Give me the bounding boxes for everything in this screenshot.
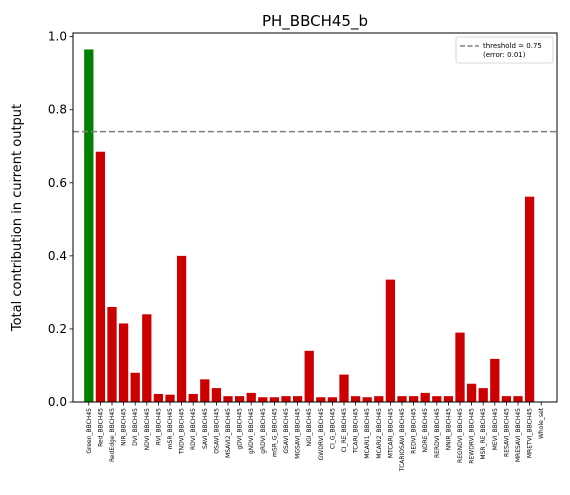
- x-tick-label: TCARI_BBCH45: [353, 408, 360, 454]
- bar-gRDVI_BBCH45: [258, 397, 268, 402]
- bar-MRESAVI_BBCH45: [513, 396, 523, 402]
- bar-MSR_RE_BBCH45: [478, 388, 488, 402]
- x-tick-label: NNIR_BBCH45: [445, 408, 452, 451]
- bar-mSR_G_BBCH45: [269, 397, 280, 402]
- x-tick-label: MCARI2_BBCH45: [376, 408, 383, 459]
- bar-Green_BBCH45: [84, 49, 94, 402]
- x-tick-label: MSAVI2_BBCH45: [225, 408, 232, 458]
- x-tick-label: CI_RE_BBCH45: [341, 408, 348, 453]
- x-tick-label: NIR_BBCH45: [121, 408, 128, 446]
- x-tick-label: MRESAVI_BBCH45: [515, 408, 522, 462]
- x-tick-label: NDRE_BBCH45: [422, 408, 429, 453]
- x-tick-label: RVI_BBCH45: [155, 408, 162, 445]
- x-tick-label: gRDVI_BBCH45: [260, 408, 267, 454]
- bar-RVI_BBCH45: [153, 393, 164, 402]
- bar-NDVI_BBCH45: [142, 314, 152, 402]
- bar-RedEdge_BBCH45: [107, 307, 117, 402]
- bar-gNDVI_BBCH45: [246, 392, 256, 402]
- bar-RDVI_BBCH45: [188, 393, 198, 402]
- x-tick-label: REDVI_BBCH45: [411, 408, 418, 454]
- bar-SAVI_BBCH45: [200, 379, 210, 402]
- x-tick-label: Green_BBCH45: [86, 408, 93, 454]
- x-tick-label: GSAVI_BBCH45: [283, 408, 290, 454]
- x-tick-label: MTCARI_BBCH45: [387, 408, 394, 458]
- bar-GWDRVI_BBCH45: [316, 397, 326, 402]
- x-tick-label: mSR_BBCH45: [167, 408, 174, 449]
- bar-CI_RE_BBCH45: [339, 374, 349, 402]
- x-tick-label: TCARIOSAVI_BBCH45: [399, 408, 406, 472]
- bar-NIR_BBCH45: [118, 323, 129, 402]
- bar-TNDVI_BBCH45: [176, 255, 187, 402]
- x-tick-label: REWDRVI_BBCH45: [469, 408, 476, 464]
- y-tick-label: 0.2: [48, 322, 67, 336]
- x-tick-label: Red_BBCH45: [97, 408, 104, 447]
- x-tick-label: MCARI1_BBCH45: [364, 408, 371, 459]
- bar-NNIR_BBCH45: [443, 396, 454, 402]
- x-tick-label: TNDVI_BBCH45: [179, 408, 186, 455]
- bar-gDVI_BBCH45: [234, 396, 245, 402]
- x-axis: Green_BBCH45 Red_BBCH45 RedEdge_BBCH45 NIR_…: [86, 402, 545, 472]
- y-tick-label: 0.6: [48, 176, 67, 190]
- legend: threshold = 0.75 (error: 0.01): [455, 36, 554, 64]
- x-tick-label: MGSAVI_BBCH45: [295, 408, 302, 459]
- bar-NGI_BBCH45: [304, 350, 314, 402]
- legend-threshold-label: threshold = 0.75: [483, 42, 542, 50]
- y-tick-label: 0.0: [48, 395, 67, 409]
- bar-OSAVI_BBCH45: [211, 388, 222, 402]
- bar-MGSAVI_BBCH45: [292, 396, 303, 402]
- x-tick-label: MRETVI_BBCH45: [527, 408, 534, 458]
- bar-REGNDVI_BBCH45: [455, 332, 465, 402]
- y-axis: 0.0 0.2 0.4 0.6 0.8 1.0: [48, 30, 73, 409]
- bars-group: [84, 49, 535, 402]
- x-tick-label: RedEdge_BBCH45: [109, 408, 116, 462]
- bar-MCARI1_BBCH45: [362, 397, 372, 402]
- y-axis-label: Total contribution in current output: [10, 104, 25, 332]
- bar-REDVI_BBCH45: [408, 396, 419, 402]
- bar-CI_G_BBCH45: [327, 397, 338, 402]
- bar-RERDVI_BBCH45: [432, 396, 442, 402]
- x-tick-label: MSR_RE_BBCH45: [480, 408, 487, 460]
- x-tick-label: OSAVI_BBCH45: [213, 408, 220, 454]
- x-tick-label: SAVI_BBCH45: [202, 408, 209, 449]
- bar-MEVI_BBCH45: [490, 358, 500, 402]
- bar-mSR_BBCH45: [165, 394, 175, 402]
- legend-error-label: (error: 0.01): [483, 51, 526, 59]
- legend-box: [455, 36, 554, 64]
- bar-RESAVI_BBCH45: [501, 396, 512, 402]
- bar-REWDRVI_BBCH45: [466, 383, 477, 402]
- bar-DVI_BBCH45: [130, 372, 140, 402]
- x-tick-label: CI_G_BBCH45: [329, 408, 336, 449]
- bar-NDRE_BBCH45: [420, 392, 430, 402]
- x-tick-label: RESAVI_BBCH45: [503, 408, 510, 457]
- x-tick-label: DVI_BBCH45: [132, 408, 139, 446]
- x-tick-label: gNDVI_BBCH45: [248, 408, 255, 454]
- plot-frame: [72, 32, 558, 403]
- y-tick-label: 1.0: [48, 30, 67, 44]
- y-tick-label: 0.4: [48, 249, 67, 263]
- bar-GSAVI_BBCH45: [281, 396, 291, 402]
- x-tick-label: NDVI_BBCH45: [144, 408, 151, 451]
- y-tick-label: 0.8: [48, 103, 67, 117]
- bar-MRETVI_BBCH45: [524, 196, 535, 402]
- bar-TCARIOSAVI_BBCH45: [397, 396, 407, 402]
- x-tick-label: RERDVI_BBCH45: [434, 408, 441, 458]
- x-tick-label: GWDRVI_BBCH45: [318, 408, 325, 461]
- x-tick-label: MEVI_BBCH45: [492, 408, 499, 450]
- bar-MSAVI2_BBCH45: [223, 396, 233, 402]
- x-tick-label: RDVI_BBCH45: [190, 408, 197, 450]
- x-tick-label: REGNDVI_BBCH45: [457, 408, 464, 463]
- bar-TCARI_BBCH45: [350, 396, 361, 402]
- bar-MTCARI_BBCH45: [385, 279, 396, 402]
- chart-title: PH_BBCH45_b: [262, 12, 368, 31]
- bar-Red_BBCH45: [95, 151, 106, 402]
- x-tick-label: gDVI_BBCH45: [237, 408, 244, 450]
- x-tick-label: NGI_BBCH45: [306, 408, 313, 447]
- x-tick-label: mSR_G_BBCH45: [271, 408, 278, 457]
- bar-MCARI2_BBCH45: [374, 396, 384, 402]
- x-tick-label: Whole_set: [538, 407, 545, 439]
